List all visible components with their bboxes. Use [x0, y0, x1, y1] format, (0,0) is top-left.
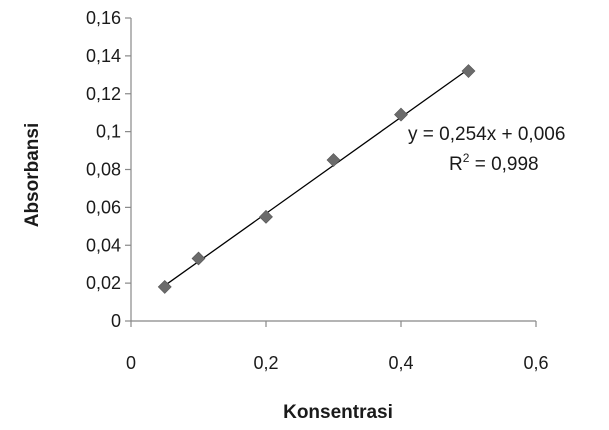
trendline-equation: y = 0,254x + 0,006: [408, 124, 565, 145]
data-points: [157, 64, 476, 294]
y-tick-label: 0,1: [96, 122, 121, 142]
data-point: [326, 153, 341, 167]
data-point: [157, 279, 172, 294]
r-squared-superscript: 2: [463, 151, 470, 165]
y-tick-label: 0,04: [86, 235, 121, 255]
data-point: [259, 209, 273, 224]
y-tick-label: 0,02: [86, 273, 121, 293]
data-point: [394, 107, 408, 122]
r-squared-prefix: R: [449, 154, 463, 175]
y-tick-label: 0,16: [86, 8, 121, 28]
y-axis-title: Absorbansi: [22, 123, 43, 228]
x-tick-label: 0: [126, 353, 136, 373]
y-tick-label: 0: [111, 311, 121, 331]
y-tick-label: 0,06: [86, 197, 121, 217]
x-axis-title: Konsentrasi: [283, 402, 393, 423]
x-tick-label: 0,2: [253, 353, 278, 373]
data-point: [461, 64, 476, 78]
r-squared-label: R2 = 0,998: [449, 151, 539, 175]
x-tick-label: 0,6: [523, 353, 548, 373]
y-tick-label: 0,12: [86, 84, 121, 104]
x-tick-label: 0,4: [388, 353, 413, 373]
y-tick-label: 0,08: [86, 160, 121, 180]
trendline-group: [164, 68, 469, 287]
y-axis-ticks: 0 0,02 0,04 0,06 0,08 0,1 0,12 0,14 0,16: [86, 8, 131, 331]
y-tick-label: 0,14: [86, 46, 121, 66]
data-point: [191, 251, 206, 266]
trendline: [164, 68, 469, 287]
r-squared-value: = 0,998: [469, 154, 538, 175]
x-axis-ticks: 0 0,2 0,4 0,6: [126, 321, 549, 373]
